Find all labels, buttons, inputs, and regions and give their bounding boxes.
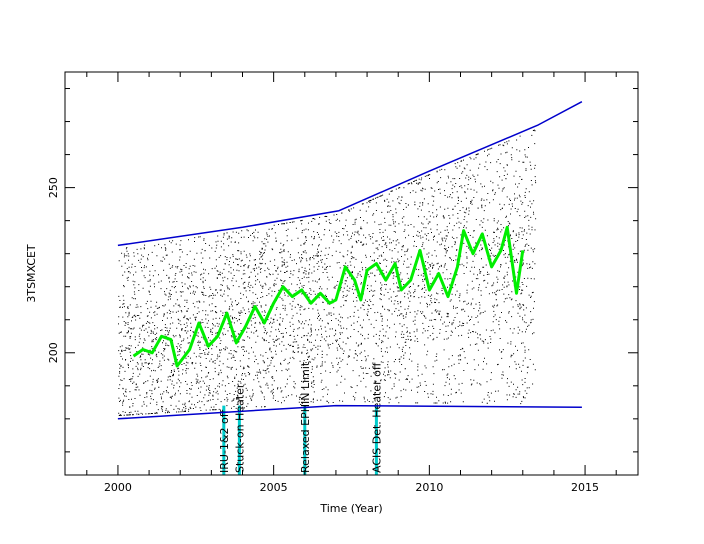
scatter-points [118,129,537,416]
x-axis-title: Time (Year) [319,502,382,515]
event-marker-label: Relaxed EPHIN Limit [299,361,312,473]
y-tick-label: 200 [47,342,60,363]
event-markers: IRU-1&2 off Stuck-on Heater Relaxed EPHIN … [218,361,383,475]
y-tick-label: 250 [47,177,60,198]
x-tick-label: 2015 [571,481,599,494]
event-marker-label: Stuck-on Heater [233,383,246,473]
x-tick-label: 2010 [415,481,443,494]
y-axis-title: 3TSMXCET [25,244,38,303]
lower-envelope-line [117,404,582,420]
series-lines [117,101,583,420]
upper-envelope-line [117,101,583,247]
smoothed-mean-line [132,225,525,368]
x-tick-label: 2005 [260,481,288,494]
x-tick-label: 2000 [104,481,132,494]
scatter-cloud [118,129,537,416]
axis-ticks: 2000 2005 2010 2015 200 250 [47,72,638,494]
event-marker-label: ACIS Det. Heater off [370,362,383,473]
event-marker-label: IRU-1&2 off [218,409,231,473]
plot-frame [64,71,639,476]
